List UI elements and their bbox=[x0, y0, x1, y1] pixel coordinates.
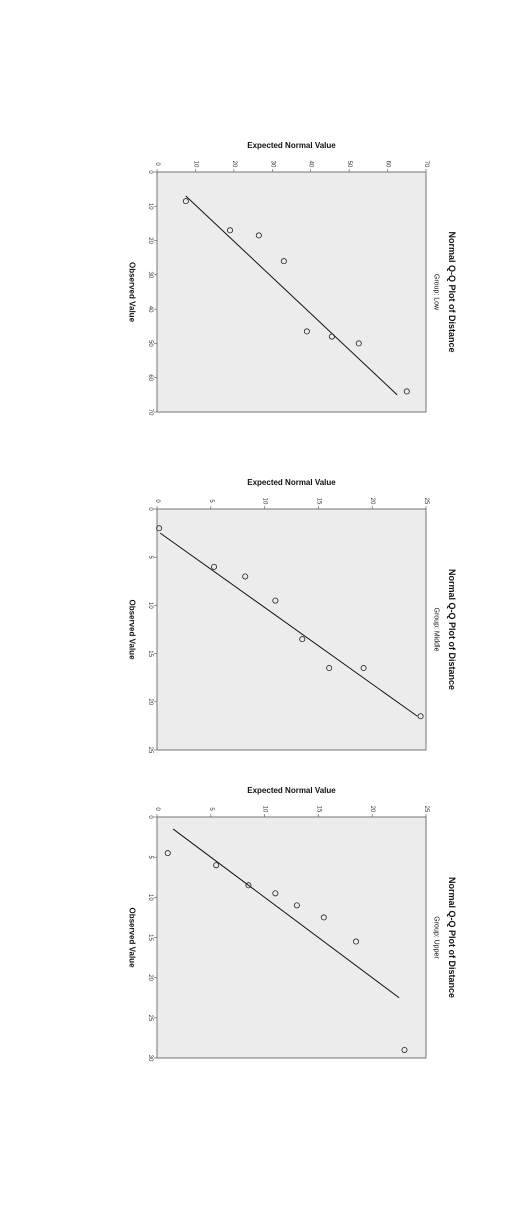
reference-line bbox=[172, 828, 400, 999]
reference-line bbox=[185, 195, 398, 396]
plot-area bbox=[156, 816, 427, 1059]
x-tick-label: 70 bbox=[147, 409, 153, 416]
x-axis-label: Observed Value bbox=[128, 907, 137, 968]
x-tick-label: 5 bbox=[147, 556, 153, 560]
y-tick-label: 0 bbox=[154, 162, 160, 166]
data-point bbox=[227, 227, 234, 234]
y-tick-label: 15 bbox=[315, 498, 321, 505]
qq-plot-3: 0 5 10 15 20 25 30 0 5 10 15 20 25 Normal Q-Q Plot of… bbox=[128, 786, 458, 1062]
y-tick-label: 25 bbox=[423, 806, 429, 813]
data-point bbox=[417, 713, 424, 720]
data-point bbox=[242, 573, 249, 580]
y-tick-label: 60 bbox=[385, 161, 391, 168]
y-axis-label: Expected Normal Value bbox=[247, 478, 336, 487]
chart-subtitle: Group: Upper bbox=[433, 916, 440, 959]
x-tick-label: 15 bbox=[147, 650, 153, 657]
data-point bbox=[320, 914, 327, 921]
x-tick-label: 10 bbox=[147, 203, 153, 210]
reference-line bbox=[159, 532, 418, 717]
x-tick-label: 0 bbox=[147, 507, 153, 511]
plot-area bbox=[156, 171, 427, 413]
y-tick-label: 0 bbox=[154, 807, 160, 811]
x-axis-label: Observed Value bbox=[128, 599, 137, 660]
x-tick-label: 15 bbox=[147, 934, 153, 941]
data-point bbox=[245, 882, 252, 889]
x-tick-label: 10 bbox=[147, 894, 153, 901]
x-tick-label: 40 bbox=[147, 306, 153, 313]
y-axis-label: Expected Normal Value bbox=[247, 786, 336, 795]
data-point bbox=[328, 333, 335, 340]
data-point bbox=[403, 388, 410, 395]
data-point bbox=[164, 850, 171, 857]
x-tick-label: 20 bbox=[147, 974, 153, 981]
x-tick-label: 0 bbox=[147, 815, 153, 819]
y-tick-label: 15 bbox=[315, 806, 321, 813]
y-tick-label: 5 bbox=[208, 499, 214, 503]
data-point bbox=[303, 328, 310, 335]
data-point bbox=[360, 665, 367, 672]
y-tick-label: 70 bbox=[423, 161, 429, 168]
data-point bbox=[280, 258, 287, 265]
data-point bbox=[293, 902, 300, 909]
y-tick-label: 20 bbox=[369, 806, 375, 813]
data-point bbox=[326, 665, 333, 672]
data-point bbox=[213, 862, 220, 869]
x-axis-label: Observed Value bbox=[128, 262, 137, 323]
data-point bbox=[211, 563, 218, 570]
y-tick-label: 5 bbox=[208, 807, 214, 811]
x-tick-label: 20 bbox=[147, 698, 153, 705]
data-point bbox=[401, 1046, 408, 1053]
x-tick-label: 60 bbox=[147, 374, 153, 381]
x-tick-label: 50 bbox=[147, 340, 153, 347]
y-tick-label: 10 bbox=[262, 498, 268, 505]
data-point bbox=[156, 525, 163, 532]
y-tick-label: 25 bbox=[423, 498, 429, 505]
chart-subtitle: Group: Middle bbox=[433, 608, 440, 652]
x-tick-label: 30 bbox=[147, 1055, 153, 1062]
data-point bbox=[299, 636, 306, 643]
chart-title: Normal Q-Q Plot of Distance bbox=[447, 877, 457, 998]
qq-plot-2: 0 5 10 15 20 25 0 5 10 15 20 25 Normal Q-Q Plot of D… bbox=[128, 478, 458, 754]
y-axis-label: Expected Normal Value bbox=[247, 141, 336, 150]
y-tick-label: 0 bbox=[154, 499, 160, 503]
x-tick-label: 25 bbox=[147, 747, 153, 754]
data-point bbox=[272, 597, 279, 604]
y-tick-label: 30 bbox=[269, 161, 275, 168]
x-tick-label: 5 bbox=[147, 855, 153, 859]
qq-plot-1: 0 10 20 30 40 50 60 70 0 10 20 30 40 50 60 70 Normal Q-Q… bbox=[128, 141, 458, 416]
y-tick-label: 20 bbox=[231, 161, 237, 168]
y-tick-label: 10 bbox=[262, 806, 268, 813]
data-point bbox=[353, 938, 360, 945]
x-tick-label: 10 bbox=[147, 602, 153, 609]
y-tick-label: 10 bbox=[192, 161, 198, 168]
chart-subtitle: Group: Low bbox=[433, 274, 440, 311]
plot-area bbox=[156, 508, 427, 751]
data-point bbox=[355, 340, 362, 347]
x-tick-label: 0 bbox=[147, 170, 153, 174]
data-point bbox=[272, 890, 279, 897]
chart-title: Normal Q-Q Plot of Distance bbox=[447, 569, 457, 690]
x-tick-label: 20 bbox=[147, 237, 153, 244]
data-point bbox=[255, 232, 262, 239]
y-tick-label: 20 bbox=[369, 498, 375, 505]
chart-title: Normal Q-Q Plot of Distance bbox=[447, 231, 457, 352]
y-tick-label: 40 bbox=[308, 161, 314, 168]
x-tick-label: 30 bbox=[147, 272, 153, 279]
data-point bbox=[182, 198, 189, 205]
x-tick-label: 25 bbox=[147, 1014, 153, 1021]
y-tick-label: 50 bbox=[346, 161, 352, 168]
